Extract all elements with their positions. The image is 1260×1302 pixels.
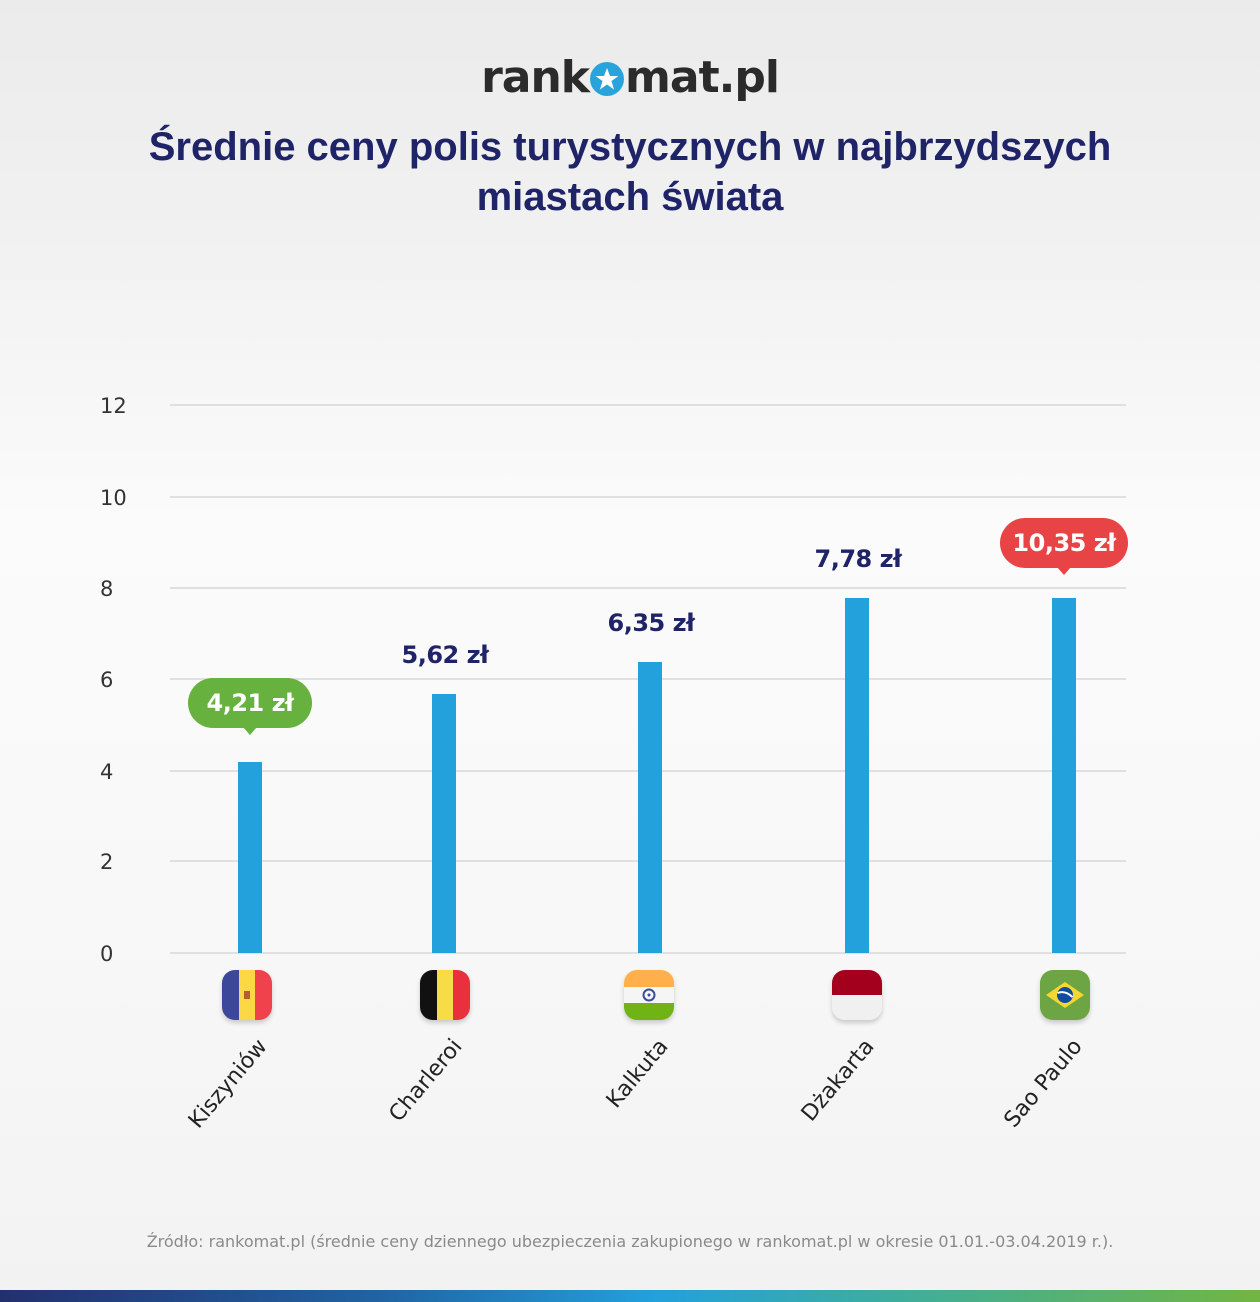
y-tick: 2	[100, 850, 114, 874]
bar-charleroi	[432, 694, 456, 953]
chart-title-line1: Średnie ceny polis turystycznych w najbr…	[148, 125, 1112, 169]
x-label: Kalkuta	[601, 1034, 674, 1114]
bar-kiszyniow	[238, 762, 262, 953]
indonesia-flag-icon	[832, 970, 882, 1020]
bar-dzakarta	[845, 598, 869, 953]
logo-text-right: mat.pl	[625, 52, 780, 103]
india-flag-icon	[624, 970, 674, 1020]
brazil-flag-icon	[1040, 970, 1090, 1020]
bar-sao-paulo	[1052, 598, 1076, 953]
y-tick: 4	[100, 760, 114, 784]
y-tick: 12	[100, 394, 127, 418]
min-value-bubble: 4,21 zł	[188, 678, 312, 735]
chart-title: Średnie ceny polis turystycznych w najbr…	[60, 122, 1200, 222]
max-value-bubble: 10,35 zł	[1000, 518, 1128, 575]
y-tick: 0	[100, 942, 114, 966]
x-label: Dżakarta	[796, 1034, 880, 1127]
gridline	[170, 404, 1126, 406]
x-label: Charleroi	[384, 1034, 468, 1127]
logo-text-left: rank	[481, 52, 590, 103]
gridline	[170, 587, 1126, 589]
x-label: Kiszyniów	[183, 1034, 273, 1134]
bar-kalkuta	[638, 662, 662, 953]
value-label: 5,62 zł	[401, 641, 489, 669]
y-tick: 10	[100, 486, 127, 510]
source-note: Źródło: rankomat.pl (średnie ceny dzienn…	[146, 1232, 1114, 1251]
value-label: 7,78 zł	[814, 545, 902, 573]
chart-title-line2: miastach świata	[476, 175, 784, 219]
gridline-baseline	[170, 952, 1126, 954]
gridline	[170, 496, 1126, 498]
belgium-flag-icon	[420, 970, 470, 1020]
moldova-flag-icon	[222, 970, 272, 1020]
y-tick: 6	[100, 668, 114, 692]
brand-gradient-bar	[0, 1290, 1260, 1302]
value-label: 6,35 zł	[607, 609, 695, 637]
star-icon	[590, 62, 625, 96]
x-label: Sao Paulo	[999, 1034, 1088, 1133]
y-tick: 8	[100, 577, 114, 601]
logo: rank mat.pl	[0, 50, 1260, 106]
